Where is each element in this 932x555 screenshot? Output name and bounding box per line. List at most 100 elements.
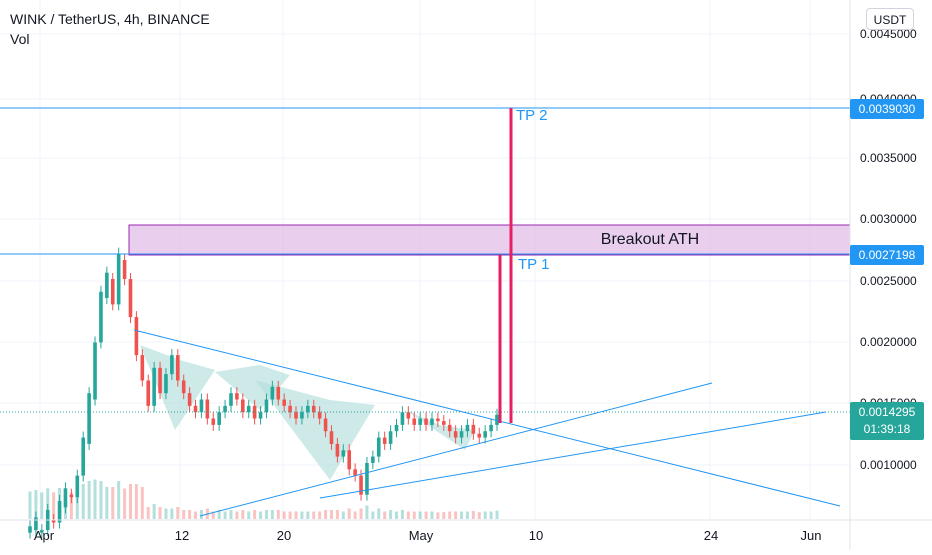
volume-bar xyxy=(247,511,251,519)
candle-body xyxy=(63,488,68,508)
candle-body xyxy=(394,424,399,432)
volume-bar xyxy=(164,508,168,519)
candle-body xyxy=(51,520,56,523)
candle-body xyxy=(371,456,375,463)
volume-bar xyxy=(199,510,203,519)
volume-bar xyxy=(46,488,50,519)
volume-bar xyxy=(211,511,215,519)
volume-bar xyxy=(176,507,180,519)
candle-body xyxy=(388,431,393,444)
price-tick-label: 0.0035000 xyxy=(860,151,917,165)
volume-bar xyxy=(412,511,416,519)
time-tick-label: 24 xyxy=(704,528,718,543)
candle-body xyxy=(424,418,428,425)
candle-body xyxy=(418,418,422,425)
volume-bar xyxy=(140,487,144,519)
volume-bar xyxy=(430,511,434,519)
candle-body xyxy=(134,317,139,356)
candle-body xyxy=(447,424,452,432)
tp1-label: TP 1 xyxy=(518,256,549,273)
candle-body xyxy=(465,424,470,432)
last-price-text: 0.0014295 xyxy=(859,405,916,419)
volume-bar xyxy=(294,511,298,519)
volume-bar xyxy=(128,484,132,519)
volume-bar xyxy=(81,484,85,519)
candle-body xyxy=(241,399,245,413)
volume-bar xyxy=(489,511,493,519)
tp2-price-badge-text: 0.0039030 xyxy=(859,102,916,116)
candle-body xyxy=(341,450,346,457)
volume-bar xyxy=(40,492,44,519)
volume-bar xyxy=(282,511,286,519)
candle-body xyxy=(223,405,227,413)
volume-bar xyxy=(335,510,339,519)
candle-body xyxy=(199,399,204,413)
candle-body xyxy=(164,374,168,394)
volume-bar xyxy=(365,505,369,519)
candle-body xyxy=(306,405,310,413)
volume-bar xyxy=(483,511,487,519)
candle-body xyxy=(40,530,44,533)
candle-body xyxy=(146,380,151,406)
currency-button[interactable]: USDT xyxy=(866,8,914,30)
candle-body xyxy=(81,437,86,476)
candle-body xyxy=(110,279,115,305)
volume-bar xyxy=(418,511,422,519)
volume-bar xyxy=(389,510,393,519)
candle-body xyxy=(105,272,109,299)
volume-bar xyxy=(442,512,446,519)
symbol-title[interactable]: WINK / TetherUS, 4h, BINANCE xyxy=(10,11,210,27)
volume-bar xyxy=(377,508,381,519)
volume-bar xyxy=(182,510,186,519)
candle-body xyxy=(353,469,357,476)
chart-legend: WINK / TetherUS, 4h, BINANCE Vol xyxy=(10,9,210,49)
volume-bar xyxy=(223,511,227,519)
candle-body xyxy=(158,367,162,394)
volume-bar xyxy=(395,511,399,519)
time-tick-label: 10 xyxy=(529,528,543,543)
candle-body xyxy=(376,437,381,457)
candle-body xyxy=(282,399,286,406)
volume-bar xyxy=(306,511,310,519)
candle-body xyxy=(235,393,239,400)
price-axis[interactable]: 0.0045000 0.0040000 0.0035000 0.0030000 … xyxy=(849,0,924,550)
candle-body xyxy=(436,418,440,422)
candle-body xyxy=(495,414,499,425)
candle-body xyxy=(57,500,62,523)
breakout-zone[interactable]: Breakout ATH xyxy=(128,224,851,256)
candle-body xyxy=(288,405,292,413)
time-axis[interactable]: Apr 12 20 May 10 24 Jun xyxy=(0,519,932,543)
volume-bar xyxy=(448,511,452,519)
candle-body xyxy=(471,424,476,434)
descending-trendline xyxy=(133,329,841,507)
volume-bar xyxy=(329,510,333,519)
volume-bar xyxy=(146,507,150,519)
candle-body xyxy=(329,431,334,444)
candle-body xyxy=(69,494,74,498)
volume-bar xyxy=(170,508,174,519)
trend-lines[interactable] xyxy=(133,329,841,517)
candle-body xyxy=(170,355,174,375)
volume-bar xyxy=(300,511,304,519)
volume-bar xyxy=(105,487,109,519)
volume-bar xyxy=(454,511,458,519)
volume-bar xyxy=(341,511,345,519)
volume-bar xyxy=(93,479,97,519)
candle-body xyxy=(128,279,133,318)
volume-bar xyxy=(353,511,357,519)
tp1-price-badge xyxy=(850,245,924,265)
candle-body xyxy=(483,431,487,438)
price-tick-label: 0.0025000 xyxy=(860,274,917,288)
volume-bar xyxy=(75,487,79,519)
candle-body xyxy=(193,405,198,413)
candle-body xyxy=(406,412,411,419)
candle-body xyxy=(99,291,103,343)
candle-body xyxy=(477,433,482,438)
candle-body xyxy=(152,367,156,406)
candle-body xyxy=(335,443,340,457)
volume-bar xyxy=(194,511,198,519)
volume-label[interactable]: Vol xyxy=(10,31,30,47)
volume-bar xyxy=(359,508,363,519)
